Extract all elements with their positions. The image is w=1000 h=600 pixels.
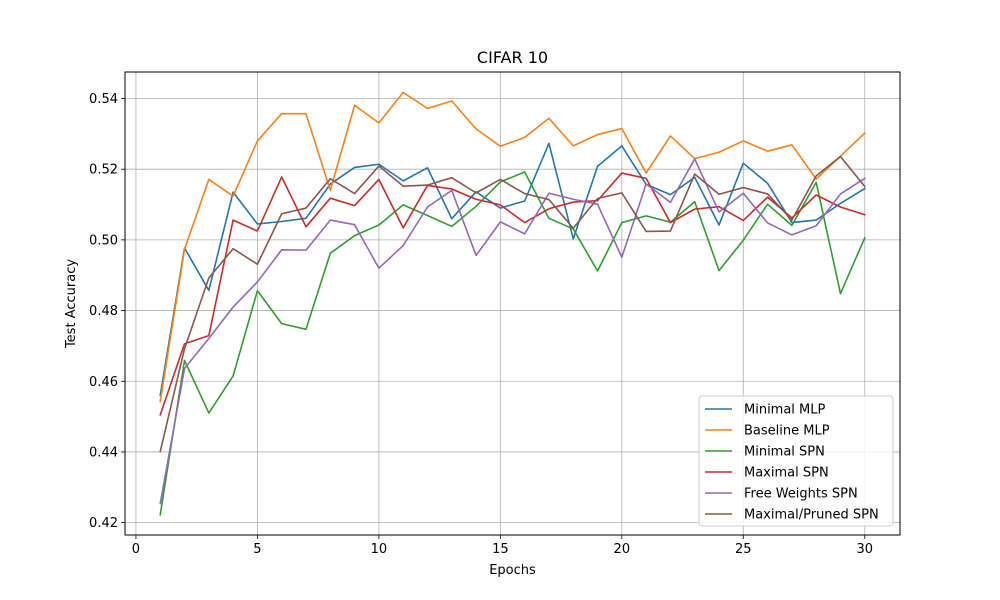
y-tick-label: 0.50: [89, 233, 118, 248]
series-lines: [159, 91, 866, 516]
legend-label-baseline-mlp: Baseline MLP: [744, 424, 830, 439]
series-line-free-weights-spn: [159, 158, 866, 505]
axis-ticks: 0 5 10 15 20 25 30 0.42 0.44 0.46 0.48 0.50 0.52 0.54: [89, 92, 873, 557]
legend-label-maximal-pruned-spn: Maximal/Pruned SPN: [744, 508, 879, 523]
y-tick-label: 0.52: [89, 163, 118, 178]
x-tick-label: 15: [492, 542, 509, 557]
x-axis-title: Epochs: [489, 563, 536, 578]
y-tick-label: 0.44: [89, 445, 118, 460]
series-line-maximal-pruned-spn: [159, 155, 866, 453]
legend-label-maximal-spn: Maximal SPN: [744, 466, 829, 481]
x-tick-label: 10: [371, 542, 388, 557]
x-tick-label: 0: [132, 542, 140, 557]
grid-lines: [125, 72, 900, 535]
chart-title: CIFAR 10: [477, 48, 548, 67]
legend-label-free-weights-spn: Free Weights SPN: [744, 487, 858, 502]
series-line-minimal-spn: [159, 171, 866, 516]
plot-area-frame: [124, 71, 901, 536]
y-tick-label: 0.48: [89, 304, 118, 319]
x-tick-label: 30: [856, 542, 873, 557]
legend-label-minimal-mlp: Minimal MLP: [744, 403, 826, 418]
y-tick-label: 0.54: [89, 92, 118, 107]
y-tick-label: 0.46: [89, 375, 118, 390]
series-line-baseline-mlp: [159, 91, 866, 403]
x-tick-label: 20: [614, 542, 631, 557]
legend: Minimal MLP Baseline MLP Minimal SPN Maxima…: [698, 395, 894, 527]
legend-box: [698, 395, 894, 527]
y-axis-title: Test Accuracy: [64, 259, 79, 349]
series-line-maximal-spn: [159, 172, 866, 416]
x-tick-label: 25: [735, 542, 752, 557]
legend-label-minimal-spn: Minimal SPN: [744, 445, 825, 460]
y-tick-label: 0.42: [89, 516, 118, 531]
x-tick-label: 5: [253, 542, 261, 557]
